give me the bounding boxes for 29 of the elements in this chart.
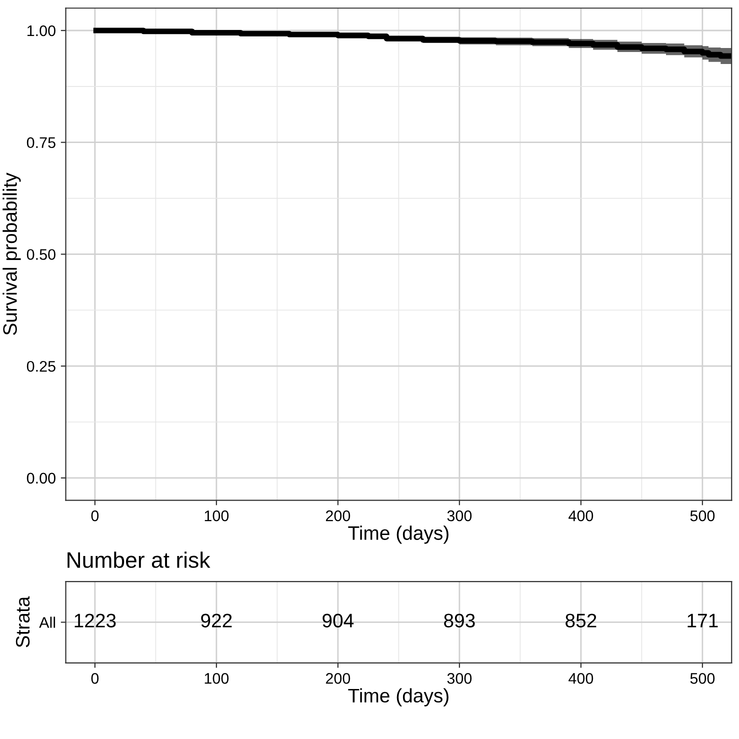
- x-tick-label: 100: [204, 510, 229, 522]
- y-axis-title: Strata: [16, 596, 30, 648]
- data-label: 893: [444, 614, 475, 628]
- x-tick-label: 200: [326, 673, 350, 684]
- x-axis-title: Time (days): [348, 526, 448, 544]
- x-tick-label: 100: [204, 673, 229, 684]
- y-axis-title: Survival probability: [2, 172, 21, 335]
- x-tick-label: 300: [447, 510, 472, 522]
- data-label: 171: [688, 614, 718, 628]
- x-tick-label: 400: [568, 673, 594, 684]
- x-tick-label: 0: [91, 510, 99, 522]
- x-tick-label: 400: [568, 510, 594, 522]
- data-label: 1223: [74, 614, 116, 628]
- y-tick-label: 0.75: [26, 137, 56, 148]
- chart-title: Number at risk: [68, 552, 210, 568]
- y-tick-label: 0.50: [26, 249, 56, 260]
- x-tick-label: 200: [326, 510, 350, 522]
- data-label: 852: [566, 614, 596, 628]
- data-label: 922: [201, 614, 232, 628]
- y-tick-label: 0.25: [26, 360, 56, 372]
- x-tick-label: 300: [447, 673, 472, 684]
- y-tick-label: 1.00: [27, 25, 56, 36]
- x-tick-label: 0: [91, 673, 99, 684]
- x-axis-title: Time (days): [348, 688, 448, 706]
- x-tick-label: 500: [690, 510, 715, 522]
- x-tick-label: 500: [690, 673, 715, 684]
- data-label: 904: [322, 614, 354, 628]
- y-tick-label: All: [39, 616, 56, 628]
- y-tick-label: 0.00: [26, 472, 56, 484]
